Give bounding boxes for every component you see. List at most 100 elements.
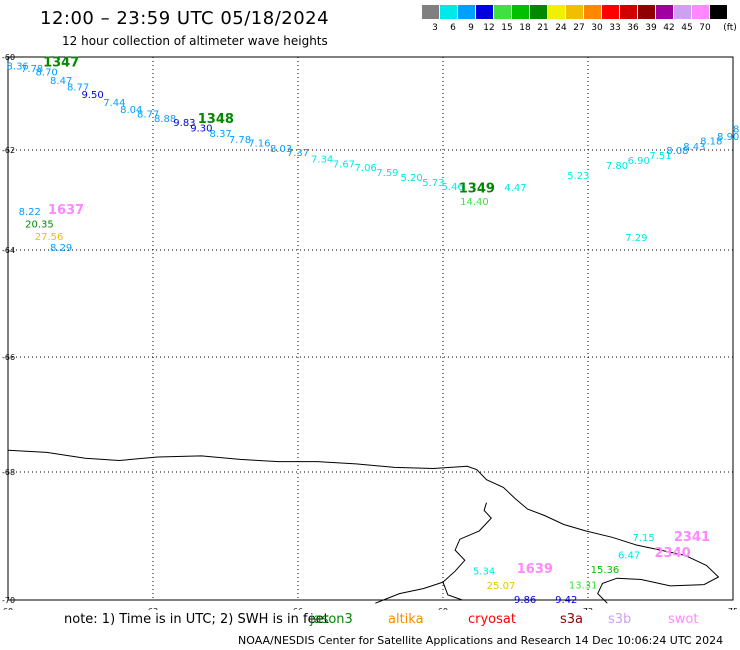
wave-height-label: 8.08 xyxy=(666,146,688,157)
colorbar-swatch xyxy=(674,5,691,19)
longitude-label: 69 xyxy=(438,607,448,610)
colorbar-swatch xyxy=(710,5,727,19)
wave-height-label: 8.03 xyxy=(270,144,292,155)
wave-height-label: 8.70 xyxy=(36,68,58,79)
colorbar-label: 21 xyxy=(537,23,549,33)
wave-height-label: 8.36 xyxy=(7,62,29,73)
colorbar-swatch xyxy=(422,5,439,19)
latitude-label: -60 xyxy=(2,53,15,62)
page-title: 12:00 – 23:59 UTC 05/18/2024 xyxy=(40,8,330,29)
colorbar-unit: (ft) xyxy=(723,23,737,33)
wave-height-label: 5.20 xyxy=(400,173,422,184)
wave-height-label: 5.34 xyxy=(473,566,495,577)
wave-height-label: 7.16 xyxy=(248,139,270,150)
wave-height-label: 7.37 xyxy=(287,148,309,159)
colorbar-label: 24 xyxy=(555,23,567,33)
wave-height-label: 5.73 xyxy=(422,178,444,189)
wave-height-label: 7.78 xyxy=(229,135,251,146)
colorbar-swatch xyxy=(692,5,709,19)
wave-height-label: 8.43 xyxy=(683,142,705,153)
wave-height-label: 8.77 xyxy=(137,109,159,120)
colorbar-swatch xyxy=(638,5,655,19)
wave-height-label: 8.77 xyxy=(67,82,89,93)
wave-height-label: 8.22 xyxy=(19,207,41,218)
wave-height-label: 20.35 xyxy=(25,220,54,231)
wave-height-label: 7.44 xyxy=(103,98,125,109)
colorbar-label: 33 xyxy=(609,23,621,33)
satellite-pass-label: 1347 xyxy=(43,55,79,70)
colorbar-label: 6 xyxy=(450,23,456,33)
wave-height-label: 8.88 xyxy=(154,114,176,125)
wave-height-label: 7.80 xyxy=(606,161,628,172)
legend-item-s3b: s3b xyxy=(608,612,632,627)
coastline xyxy=(7,449,720,604)
colorbar-label: 15 xyxy=(501,23,513,33)
colorbar-swatch xyxy=(620,5,637,19)
satellite-pass-label: 1348 xyxy=(198,112,234,127)
wave-height-label: 27.56 xyxy=(35,232,64,243)
colorbar-label: 39 xyxy=(645,23,657,33)
colorbar-label: 9 xyxy=(468,23,474,33)
wave-height-label: 14.40 xyxy=(460,197,489,208)
longitude-label: 72 xyxy=(583,607,593,610)
wave-height-label: 7.15 xyxy=(632,533,654,544)
legend-item-cryosat: cryosat xyxy=(468,612,516,627)
colorbar-label: 12 xyxy=(483,23,495,33)
longitude-label: 75 xyxy=(728,607,738,610)
latitude-label: -62 xyxy=(2,146,15,155)
wave-height-label: 7.34 xyxy=(311,155,333,166)
latitude-label: -68 xyxy=(2,468,15,477)
colorbar-swatch xyxy=(566,5,583,19)
wave-height-label: 6.90 xyxy=(628,156,650,167)
wave-height-label: 8.18 xyxy=(700,136,722,147)
colorbar-swatch xyxy=(494,5,511,19)
wave-height-label: 8.47 xyxy=(50,76,72,87)
colorbar-label: 42 xyxy=(663,23,675,33)
wave-height-label: 5.23 xyxy=(567,171,589,182)
wave-height-label: 9.86 xyxy=(514,595,536,606)
satellite-pass-label: 1349 xyxy=(459,182,495,197)
wave-height-label: 8.90 xyxy=(717,132,739,143)
wave-height-label: 15.36 xyxy=(591,565,620,576)
latitude-label: -66 xyxy=(2,353,15,362)
shoreline-segment xyxy=(375,581,444,604)
colorbar-swatch xyxy=(476,5,493,19)
colorbar-swatch xyxy=(602,5,619,19)
colorbar-swatch xyxy=(656,5,673,19)
satellite-pass-label: 1639 xyxy=(517,562,553,577)
longitude-label: 63 xyxy=(148,607,158,610)
wave-height-label: 8.37 xyxy=(210,129,232,140)
map-frame xyxy=(7,56,734,601)
colorbar-label: 70 xyxy=(699,23,711,33)
satellite-pass-label: 2340 xyxy=(654,546,690,561)
colorbar-swatch xyxy=(440,5,457,19)
note-text: note: 1) Time is in UTC; 2) SWH is in fe… xyxy=(64,612,329,627)
wave-height-label: 9.42 xyxy=(555,595,577,606)
wave-height-label: 8. xyxy=(733,124,740,135)
colorbar-swatch xyxy=(530,5,547,19)
latitude-label: -64 xyxy=(2,246,15,255)
satellite-pass-label: 2341 xyxy=(674,530,710,545)
wave-height-label: 9.50 xyxy=(81,90,103,101)
page-subtitle: 12 hour collection of altimeter wave hei… xyxy=(62,34,328,48)
legend-item-s3a: s3a xyxy=(560,612,584,627)
wave-height-label: 8.29 xyxy=(50,243,72,254)
colorbar-swatch xyxy=(512,5,529,19)
colorbar-label: 36 xyxy=(627,23,639,33)
wave-height-label: 7.29 xyxy=(625,233,647,244)
wave-height-label: 7.06 xyxy=(355,163,377,174)
wave-height-label: 7.78 xyxy=(21,64,43,75)
wave-height-label: 4.47 xyxy=(504,183,526,194)
colorbar-label: 3 xyxy=(432,23,438,33)
wave-height-label: 8.04 xyxy=(120,105,142,116)
footer-credit: NOAA/NESDIS Center for Satellite Applica… xyxy=(238,634,724,647)
longitude-label: 60 xyxy=(3,607,13,610)
colorbar-label: 18 xyxy=(519,23,531,33)
wave-height-label: 9.83 xyxy=(173,118,195,129)
legend-item-swot: swot xyxy=(668,612,699,627)
wave-height-label: 7.59 xyxy=(376,168,398,179)
colorbar-swatch xyxy=(548,5,565,19)
satellite-pass-label: 1637 xyxy=(48,203,84,218)
colorbar-swatch xyxy=(458,5,475,19)
legend-item-jason3: jason3 xyxy=(310,612,353,627)
